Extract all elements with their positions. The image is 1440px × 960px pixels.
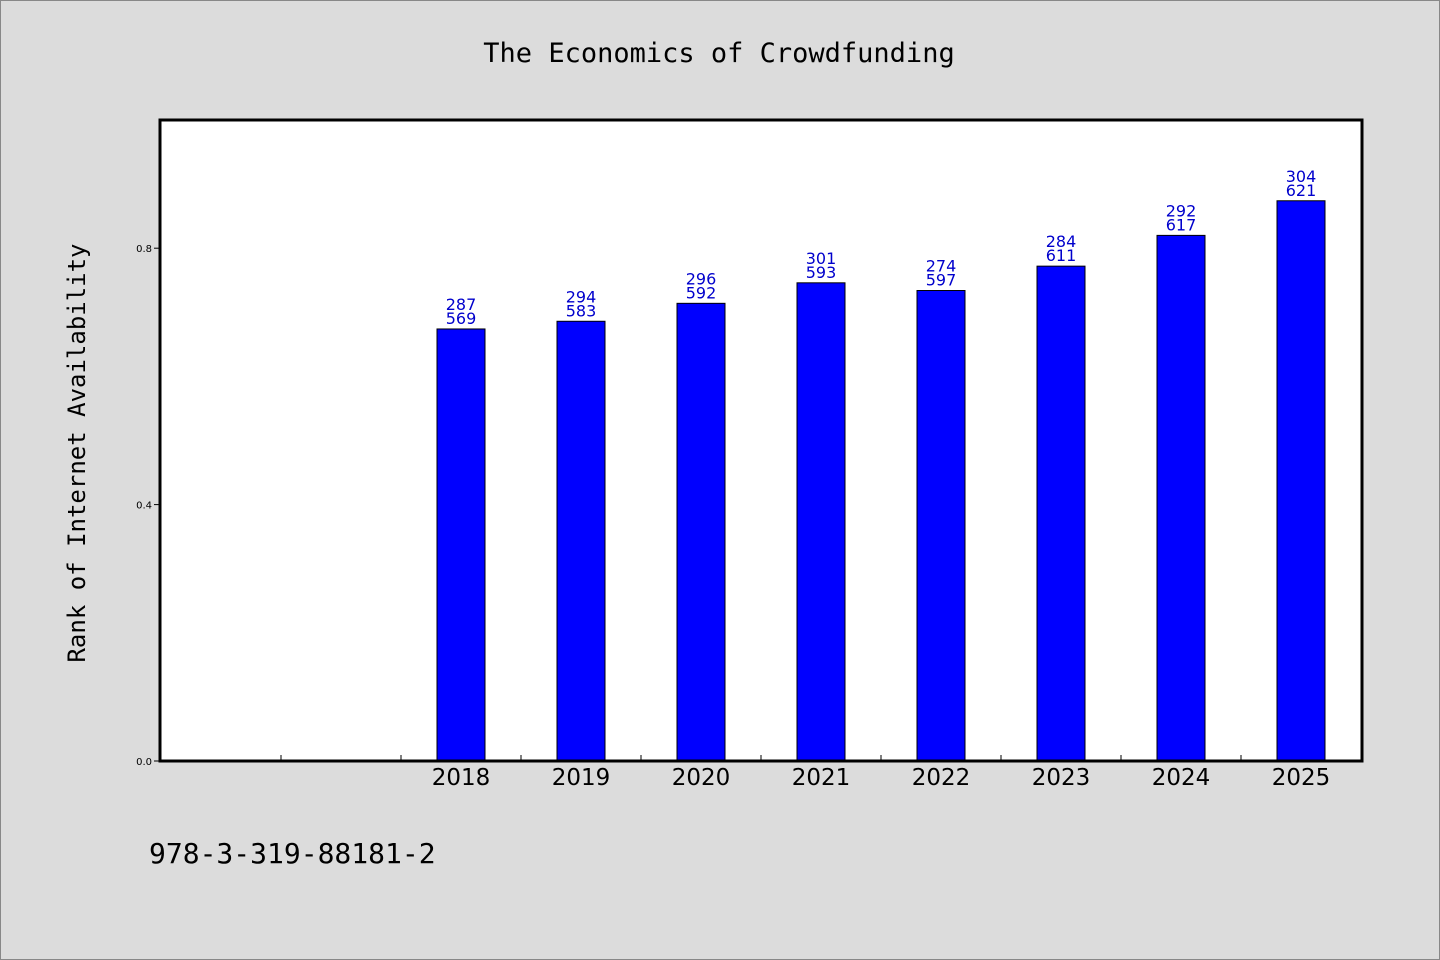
data-label-bottom: 617: [1166, 215, 1197, 234]
data-label-top: 292: [1166, 201, 1197, 220]
data-label-bottom: 611: [1046, 246, 1077, 265]
y-tick-label: 0.8: [136, 244, 152, 255]
data-label-top: 287: [446, 295, 477, 314]
x-tick-label: 2021: [792, 765, 851, 791]
data-label-bottom: 593: [806, 263, 837, 282]
data-label-top: 304: [1286, 167, 1317, 186]
x-tick-label: 2019: [552, 765, 611, 791]
data-label-bottom: 569: [446, 309, 477, 328]
data-label-top: 274: [926, 257, 957, 276]
bars: [436, 200, 1326, 762]
data-label-bottom: 597: [926, 271, 957, 290]
bar-2020: [676, 302, 726, 762]
x-tick-label: 2024: [1152, 765, 1211, 791]
data-label-bottom: 621: [1286, 181, 1317, 200]
data-label-bottom: 592: [686, 283, 717, 302]
data-label-bottom: 583: [566, 301, 597, 320]
data-label-top: 284: [1046, 232, 1077, 251]
bar-2018: [436, 328, 486, 762]
data-label-top: 296: [686, 269, 717, 288]
bar-2025: [1276, 200, 1326, 762]
y-tick-label: 0.0: [136, 757, 152, 768]
bar-2021: [796, 282, 846, 762]
plot-border: [158, 118, 1364, 763]
x-tick-label: 2020: [672, 765, 731, 791]
x-tick-label: 2022: [912, 765, 971, 791]
bar-2024: [1156, 234, 1206, 762]
bar-2022: [916, 290, 966, 762]
data-label-top: 294: [566, 287, 597, 306]
bar-2019: [556, 320, 606, 762]
footer-isbn: 978-3-319-88181-2: [149, 837, 436, 870]
x-tick-label: 2025: [1272, 765, 1331, 791]
chart-title: The Economics of Crowdfunding: [483, 38, 954, 69]
x-tick-label: 2023: [1032, 765, 1091, 791]
y-axis-label: Rank of Internet Availability: [63, 243, 91, 662]
bar-2023: [1036, 265, 1086, 762]
x-tick-label: 2018: [432, 765, 491, 791]
y-tick-label: 0.4: [136, 501, 152, 512]
data-label-top: 301: [806, 249, 837, 268]
